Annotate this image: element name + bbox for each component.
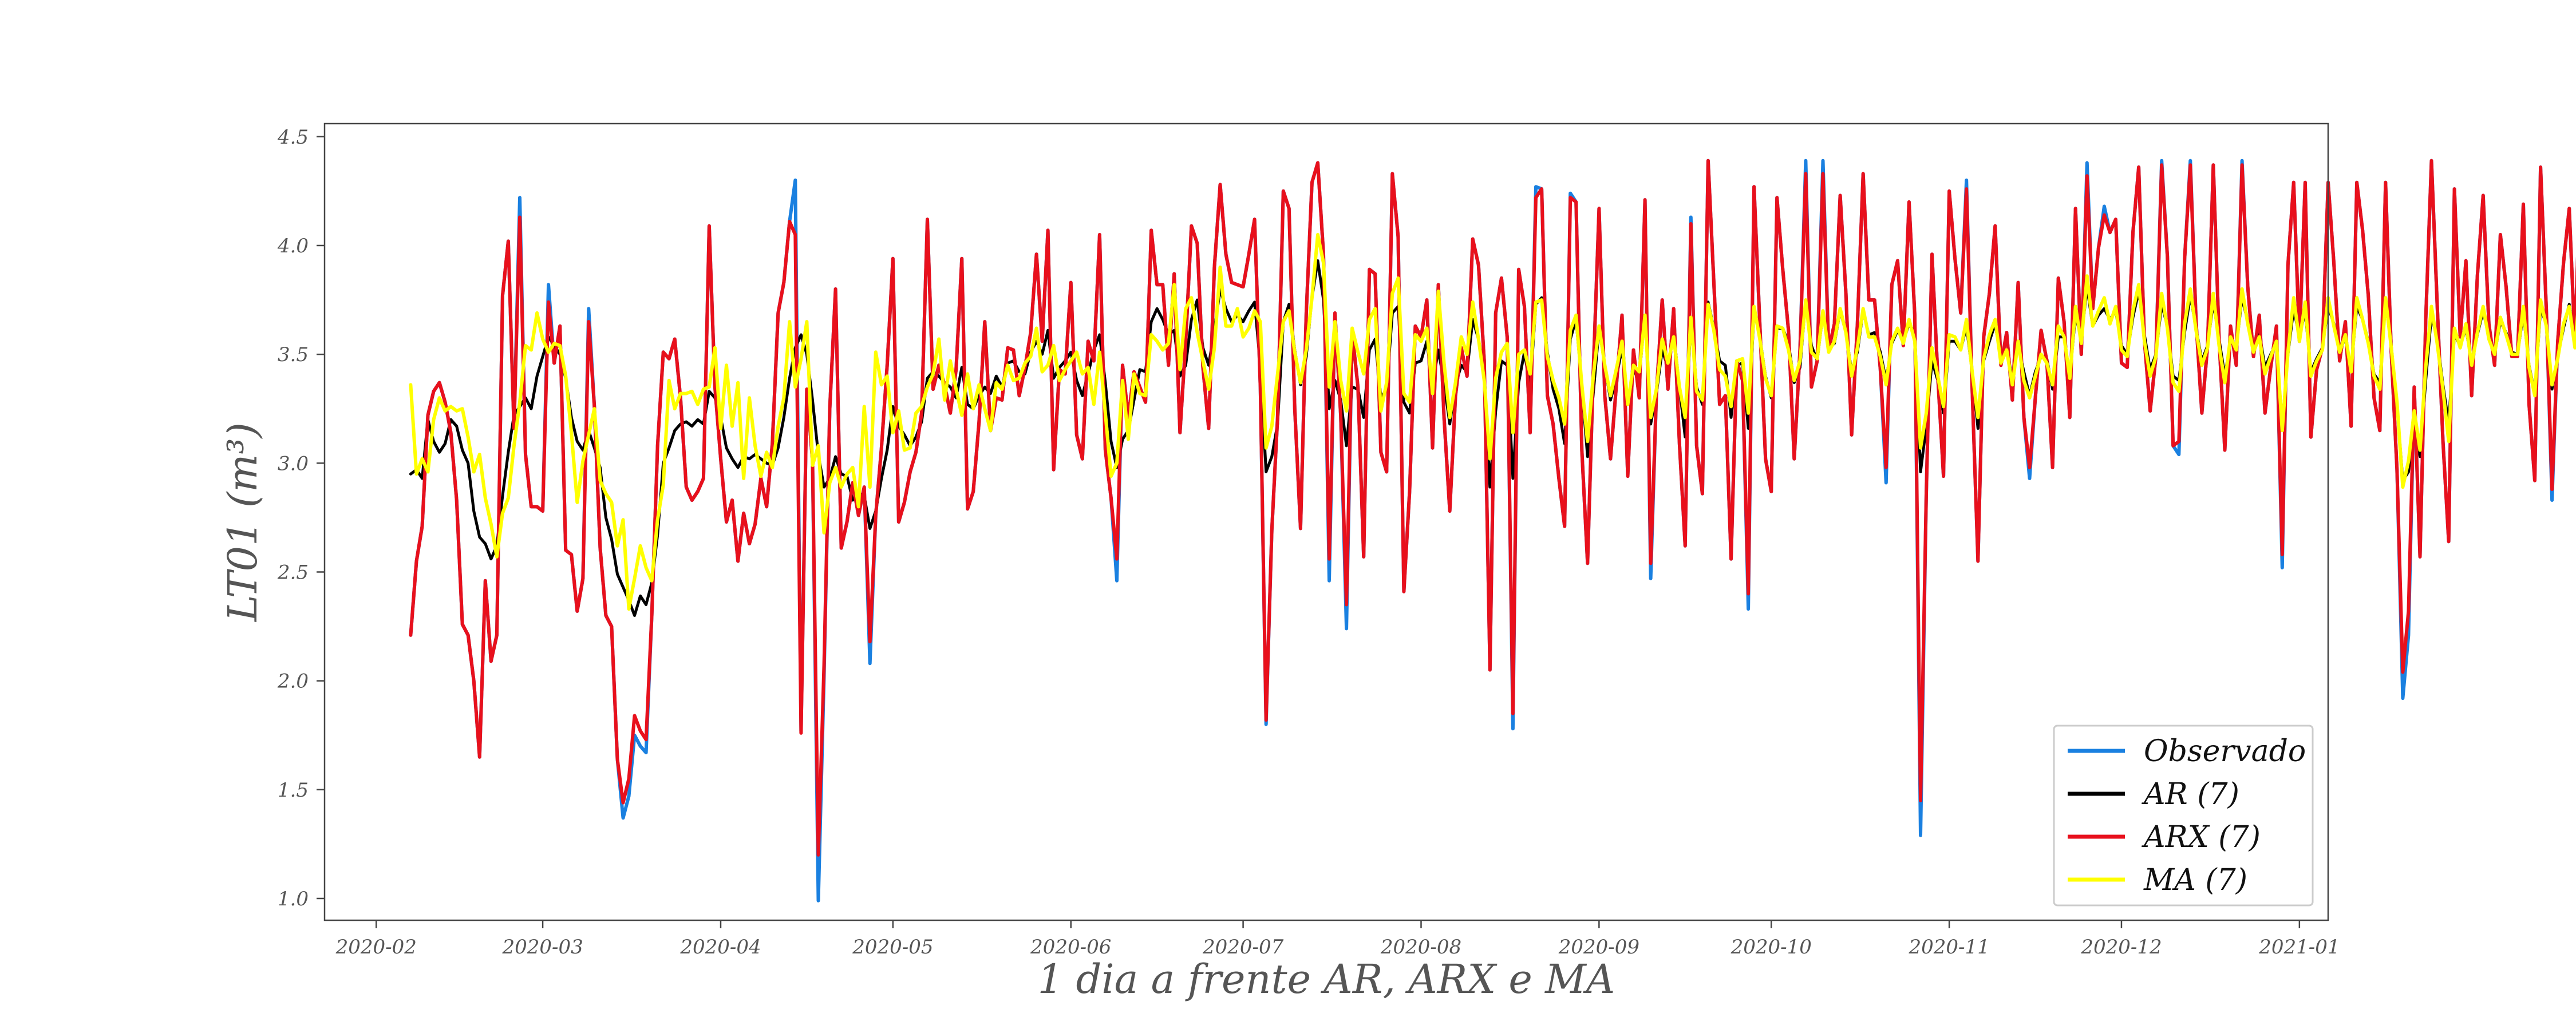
y-tick-label: 2.0 <box>277 670 309 693</box>
x-tick-label: 2020-07 <box>1202 936 1284 959</box>
y-tick-label: 4.0 <box>277 235 309 258</box>
x-tick-label: 2020-06 <box>1030 936 1111 959</box>
legend-label-ar-7: AR (7) <box>2142 777 2239 812</box>
x-tick-label: 2020-09 <box>1558 936 1639 959</box>
y-tick-label: 1.5 <box>278 779 309 802</box>
legend: Observado AR (7) ARX (7) MA (7) <box>2053 725 2314 907</box>
x-tick-label: 2020-03 <box>501 936 583 959</box>
x-tick-label: 2020-12 <box>2080 936 2162 959</box>
plot-frame <box>323 122 2329 921</box>
x-tick-label: 2020-08 <box>1380 936 1461 959</box>
y-tick-label: 2.5 <box>277 561 309 584</box>
legend-box <box>2053 725 2314 907</box>
series-layer <box>409 159 2576 903</box>
x-axis-ticks: 2020-02 2020-03 2020-04 2020-05 2020-06 2020-… <box>335 920 2340 959</box>
y-tick-label: 4.5 <box>277 126 309 149</box>
series-line-arx-7 <box>409 159 2576 857</box>
y-tick-label: 3.0 <box>278 452 309 475</box>
x-tick-label: 2020-04 <box>679 936 761 959</box>
x-tick-label: 2020-10 <box>1730 936 1812 959</box>
x-axis-label: 1 dia a frente AR, ARX e MA <box>1038 956 1615 1003</box>
legend-label-observado: Observado <box>2144 734 2306 769</box>
legend-label-arx-7: ARX (7) <box>2142 820 2261 854</box>
series-line-ma-7 <box>409 233 2576 611</box>
x-tick-label: 2021-01 <box>2258 936 2340 959</box>
y-tick-label: 3.5 <box>278 343 309 366</box>
y-axis-label: LT01 (m³) <box>219 422 266 623</box>
x-tick-label: 2020-02 <box>335 936 417 959</box>
y-tick-label: 1.0 <box>278 888 309 911</box>
x-tick-label: 2020-05 <box>852 936 933 959</box>
x-tick-label: 2020-11 <box>1908 936 1989 959</box>
legend-label-ma-7: MA (7) <box>2143 863 2247 897</box>
y-axis-ticks: 1.0 1.5 2.0 2.5 3.0 3.5 4.0 4.5 <box>277 126 325 911</box>
